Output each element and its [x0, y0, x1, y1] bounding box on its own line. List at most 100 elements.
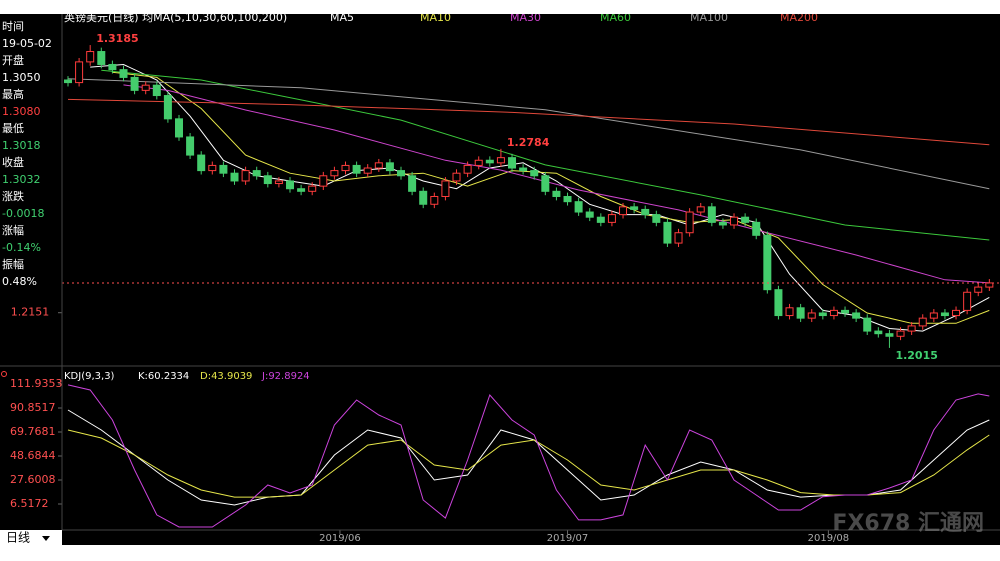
- candle-body: [818, 312, 827, 317]
- candle-body: [341, 164, 350, 172]
- candle-body: [175, 118, 184, 138]
- candle-body: [596, 216, 605, 223]
- candle-body: [496, 157, 505, 164]
- indicator-line: [112, 71, 990, 324]
- x-tick-label: 2019/06: [319, 533, 361, 544]
- info-value: 1.3032: [2, 173, 41, 186]
- candle-body: [952, 309, 961, 317]
- info-value: 1.3080: [2, 105, 41, 118]
- candle-body: [763, 234, 772, 291]
- candle-body: [274, 180, 283, 185]
- y-tick-label: 90.8517: [10, 401, 56, 414]
- candle-body: [929, 312, 938, 319]
- candle-body: [752, 221, 761, 236]
- info-value: -0.14%: [2, 241, 41, 254]
- candle-body: [297, 188, 306, 192]
- legend-entry: MA100: [690, 11, 728, 24]
- candle-body: [430, 195, 439, 205]
- candle-body: [441, 180, 450, 197]
- candle-body: [552, 190, 561, 197]
- candle-body: [807, 312, 816, 319]
- legend-entry: D:43.9039: [200, 371, 252, 382]
- candle-body: [541, 175, 550, 192]
- candle-body: [508, 157, 517, 169]
- candle-body: [319, 175, 328, 187]
- info-label: 振幅: [2, 257, 24, 271]
- candle-body: [663, 221, 672, 244]
- candle-body: [985, 282, 994, 288]
- period-box[interactable]: [0, 530, 62, 545]
- y-tick-label: 6.5172: [10, 497, 49, 510]
- candle-body: [730, 216, 739, 226]
- info-label: 最低: [2, 122, 24, 135]
- candle-body: [896, 330, 905, 337]
- background: [0, 14, 1000, 545]
- info-value: 0.48%: [2, 275, 37, 288]
- candle-body: [885, 333, 894, 337]
- y-tick-label: 48.6844: [10, 449, 56, 462]
- candle-body: [741, 216, 750, 223]
- period-label[interactable]: 日线: [6, 531, 30, 545]
- indicator-line: [67, 384, 990, 528]
- candle-body: [829, 309, 838, 317]
- candle-body: [363, 167, 372, 174]
- info-label: 涨跌: [2, 189, 24, 203]
- candle-body: [874, 330, 883, 335]
- indicator-line: [101, 69, 990, 241]
- candle-body: [463, 164, 472, 174]
- candle-body: [796, 307, 805, 319]
- indicator-icon[interactable]: [1, 371, 7, 377]
- candle-body: [963, 291, 972, 311]
- candle-body: [230, 172, 239, 182]
- candle-body: [674, 232, 683, 244]
- y-tick-label: 69.7681: [10, 425, 56, 438]
- y-tick-label: 27.6008: [10, 473, 56, 486]
- y-tick-label: 1.2151: [11, 306, 50, 319]
- info-label: 时间: [2, 20, 24, 33]
- info-value: -0.0018: [2, 207, 44, 220]
- candle-body: [841, 309, 850, 314]
- candle-body: [108, 63, 117, 71]
- indicator-line: [67, 98, 990, 146]
- legend-entry: MA5: [330, 11, 354, 24]
- x-tick-label: 2019/07: [547, 533, 589, 544]
- candle-body: [252, 170, 261, 177]
- candle-body: [474, 159, 483, 166]
- legend-entry: MA10: [420, 11, 451, 24]
- x-tick-label: 2019/08: [808, 533, 850, 544]
- candle-body: [152, 84, 161, 97]
- candle-body: [374, 162, 383, 169]
- candle-body: [308, 185, 317, 192]
- candle-body: [785, 307, 794, 317]
- legend-entry: MA60: [600, 11, 631, 24]
- candle-body: [241, 170, 250, 182]
- top-band: [0, 0, 1000, 14]
- candle-body: [607, 214, 616, 223]
- price-annotation: 1.2784: [507, 136, 550, 149]
- info-label: 开盘: [2, 53, 24, 67]
- candle-body: [907, 325, 916, 332]
- info-value: 1.3050: [2, 71, 41, 84]
- candle-body: [774, 289, 783, 317]
- candle-body: [574, 201, 583, 213]
- candle-body: [452, 172, 461, 182]
- candle-body: [696, 206, 705, 213]
- dropdown-arrow[interactable]: [42, 536, 50, 541]
- candle-body: [918, 317, 927, 327]
- candle-body: [630, 206, 639, 210]
- candle-body: [940, 312, 949, 317]
- candle-body: [974, 286, 983, 293]
- candle-body: [208, 164, 217, 172]
- legend-entry: J:92.8924: [261, 371, 310, 382]
- candle-body: [563, 195, 572, 203]
- watermark: FX678 汇通网: [832, 511, 984, 536]
- candle-body: [585, 211, 594, 218]
- candle-body: [163, 95, 172, 120]
- info-value: 1.3018: [2, 139, 41, 152]
- indicator-title: KDJ(9,3,3): [64, 371, 115, 382]
- candle-body: [119, 69, 128, 78]
- indicator-line: [67, 78, 990, 190]
- legend-entry: MA200: [780, 11, 818, 24]
- candle-body: [852, 312, 861, 319]
